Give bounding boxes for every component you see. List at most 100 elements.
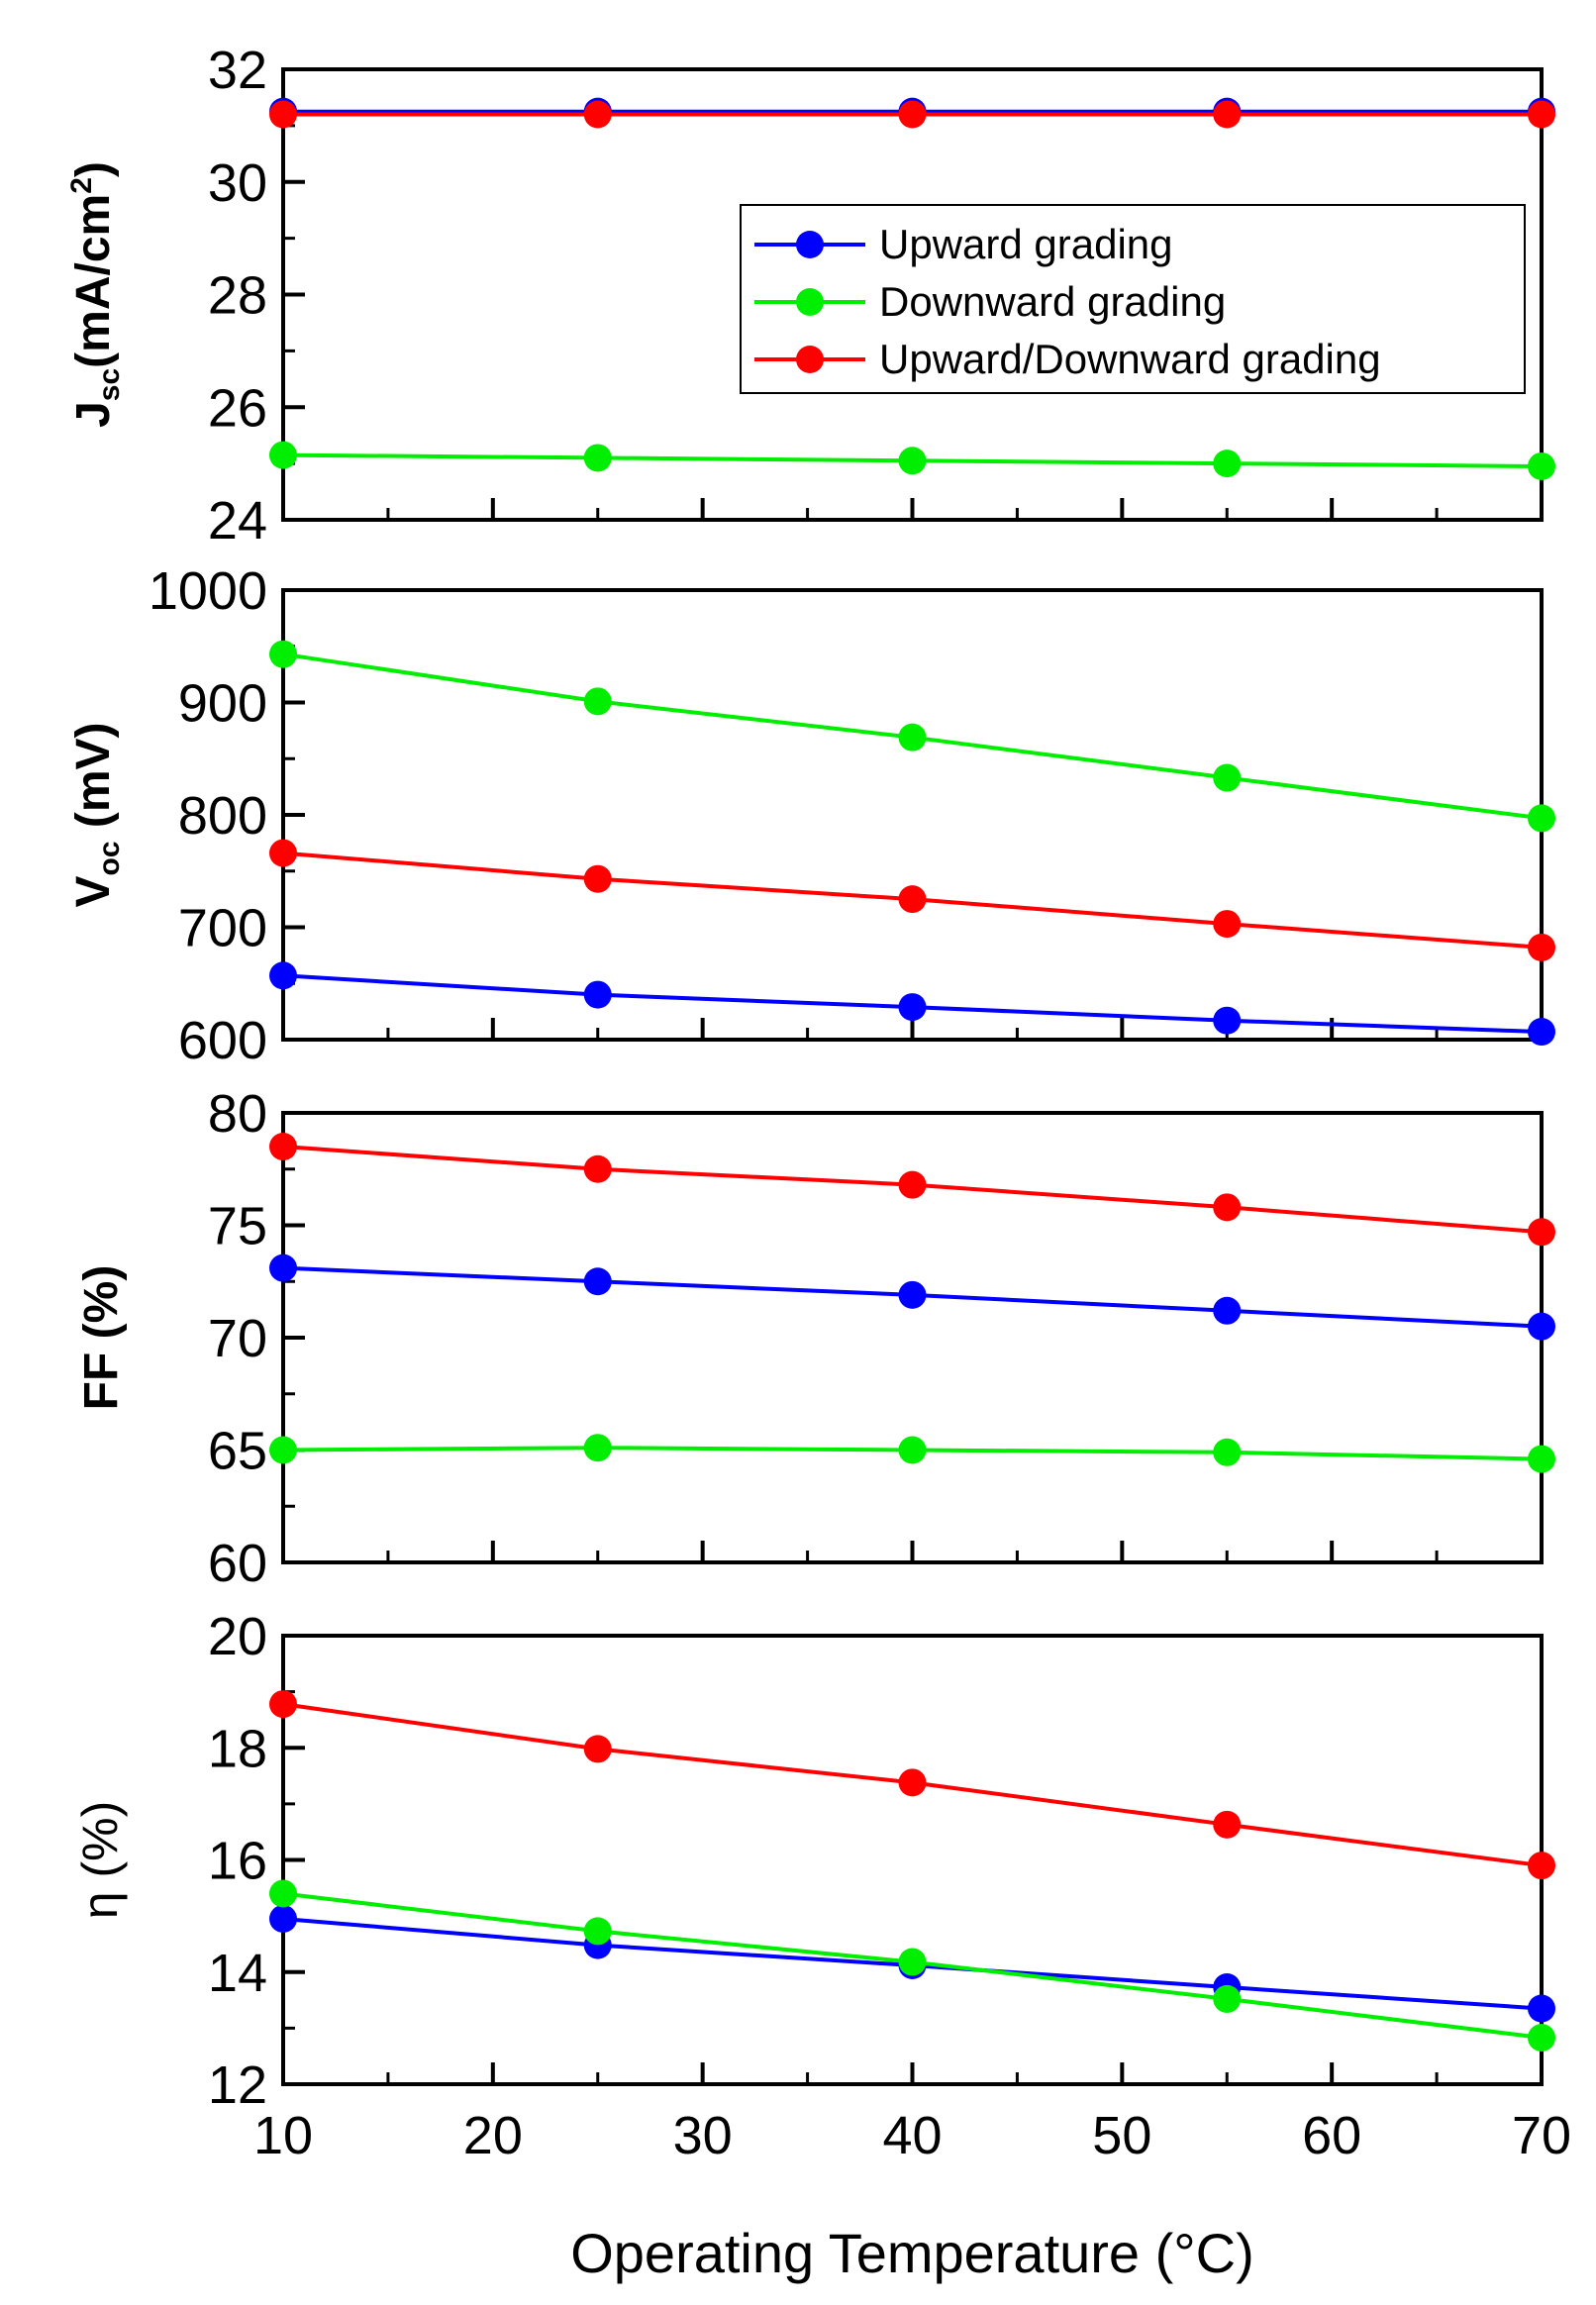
y-tick-label: 700: [178, 899, 267, 958]
data-point: [1528, 1018, 1555, 1047]
data-point: [1213, 1193, 1242, 1222]
data-point: [1213, 1984, 1242, 2013]
y-axis-label: FF (%): [75, 1265, 128, 1411]
panel-eta: 12 14 16 18 20 η (%) 10 20 30 40 50 60 70 Operating T…: [72, 1607, 1571, 2284]
data-point: [1528, 100, 1555, 129]
legend-entry: Downward grading: [879, 278, 1226, 325]
data-point: [583, 1154, 612, 1183]
plot-frame: [281, 1634, 1544, 2086]
y-tick-label: 30: [208, 153, 267, 213]
y-tick-label: 14: [208, 1944, 267, 2003]
data-point: [898, 723, 927, 752]
data-point: [898, 447, 927, 475]
legend-marker: [796, 231, 824, 258]
data-point: [269, 1436, 297, 1464]
y-axis-label: η (%): [72, 1801, 128, 1919]
data-point: [898, 100, 927, 129]
data-point: [269, 441, 297, 469]
data-point: [1213, 910, 1242, 939]
y-tick-label: 80: [208, 1084, 267, 1144]
y-label-subscript: oc: [93, 841, 126, 875]
x-tick-label: 70: [1512, 2106, 1571, 2165]
y-tick-label: 65: [208, 1422, 267, 1481]
legend-entry: Upward grading: [879, 221, 1173, 267]
data-point: [583, 444, 612, 472]
data-point: [269, 1253, 297, 1282]
legend-marker: [796, 346, 824, 373]
data-point: [1528, 451, 1555, 480]
data-point: [1213, 1296, 1242, 1325]
data-point: [1528, 804, 1555, 833]
y-tick-label: 800: [178, 786, 267, 846]
y-tick-label: 16: [208, 1832, 267, 1891]
x-tick-label: 10: [253, 2106, 313, 2165]
data-point: [1213, 1810, 1242, 1839]
data-point: [1528, 1852, 1555, 1880]
panel-ff: 60 65 70 75 80 FF (%): [75, 1084, 1555, 1593]
data-point: [583, 100, 612, 129]
data-point: [898, 1280, 927, 1309]
data-point: [1528, 1994, 1555, 2023]
x-tick-label: 20: [463, 2106, 523, 2165]
data-point: [269, 961, 297, 990]
data-point: [1213, 1438, 1242, 1466]
y-axis-label: Voc (mV): [67, 722, 126, 907]
y-tick-label: 600: [178, 1011, 267, 1070]
x-tick-label: 50: [1092, 2106, 1151, 2165]
data-point: [1528, 1312, 1555, 1341]
y-axis-label: Jsc(mA/cm2): [65, 161, 126, 428]
y-tick-label: 75: [208, 1197, 267, 1256]
y-tick-label: 70: [208, 1309, 267, 1368]
y-label-main: V: [67, 876, 120, 908]
y-tick-label: 18: [208, 1719, 267, 1778]
data-point: [1528, 1445, 1555, 1473]
data-point: [583, 980, 612, 1009]
x-tick-label: 30: [673, 2106, 733, 2165]
panel-voc: 600 700 800 900 1000 Voc (mV): [67, 561, 1555, 1070]
data-point: [269, 1133, 297, 1161]
data-point: [583, 1434, 612, 1462]
data-point: [1528, 933, 1555, 961]
data-point: [583, 1735, 612, 1763]
legend-entry: Upward/Downward grading: [879, 336, 1381, 382]
x-tick-label: 40: [882, 2106, 942, 2165]
y-tick-label: 900: [178, 674, 267, 734]
plot-frame: [281, 588, 1544, 1042]
data-point: [1213, 1006, 1242, 1035]
y-tick-label: 60: [208, 1534, 267, 1593]
data-point: [1213, 763, 1242, 792]
legend-marker: [796, 288, 824, 316]
y-label-main: FF (%): [75, 1265, 128, 1411]
panel-jsc: 24 26 28 30 32 Jsc(mA/cm2) Upward grading Downw…: [65, 41, 1555, 551]
y-label-main: J: [67, 401, 120, 428]
y-label-superscript: 2: [65, 177, 98, 194]
x-axis-label: Operating Temperature (°C): [570, 2222, 1254, 2284]
data-point: [583, 687, 612, 716]
data-point: [898, 1436, 927, 1464]
data-point: [1213, 450, 1242, 478]
data-point: [269, 839, 297, 867]
data-point: [269, 1904, 297, 1933]
data-point: [269, 640, 297, 668]
data-point: [1528, 2024, 1555, 2053]
y-tick-label: 28: [208, 266, 267, 326]
y-tick-label: 24: [208, 491, 267, 551]
data-point: [269, 1879, 297, 1908]
y-label-subscript: sc: [93, 368, 126, 401]
y-tick-label: 1000: [149, 561, 267, 621]
data-point: [269, 100, 297, 129]
y-label-unit: (mV): [67, 722, 120, 841]
data-point: [269, 1690, 297, 1719]
data-point: [898, 1768, 927, 1797]
data-point: [583, 864, 612, 893]
data-point: [583, 1917, 612, 1946]
data-point: [898, 993, 927, 1022]
y-label-main: η (%): [72, 1801, 128, 1919]
x-tick-label: 60: [1302, 2106, 1361, 2165]
y-label-unit: (mA/cm: [67, 194, 120, 368]
data-point: [583, 1267, 612, 1296]
data-point: [898, 1948, 927, 1976]
y-tick-label: 12: [208, 2055, 267, 2115]
